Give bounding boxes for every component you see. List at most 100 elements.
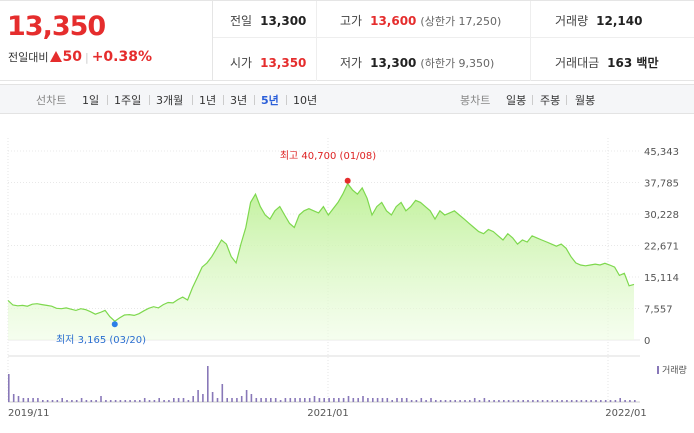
volume-bar bbox=[624, 400, 626, 402]
candle-monthly[interactable]: 월봉 bbox=[575, 94, 596, 107]
period-1d[interactable]: 1일 bbox=[82, 94, 100, 107]
volume-bar bbox=[386, 398, 389, 402]
volume-bar bbox=[367, 398, 369, 402]
volume-bar bbox=[323, 398, 325, 402]
volume-bar bbox=[139, 400, 141, 402]
volume-bar bbox=[541, 400, 544, 402]
volume-bar bbox=[498, 400, 500, 402]
volume-bar bbox=[566, 400, 568, 402]
volume-bar bbox=[27, 398, 29, 402]
volume-bar bbox=[439, 400, 442, 402]
volume-legend-swatch bbox=[657, 366, 659, 374]
volume-bar bbox=[435, 400, 437, 402]
volume-bar bbox=[338, 398, 340, 402]
up-arrow-icon bbox=[50, 51, 63, 62]
volume-bar bbox=[284, 398, 287, 402]
volume-bar bbox=[488, 400, 490, 402]
volume-bar bbox=[22, 398, 25, 402]
volume-bar bbox=[459, 400, 461, 402]
volume-bar bbox=[313, 396, 316, 402]
candle-daily[interactable]: 일봉 bbox=[506, 94, 527, 107]
volume-bar bbox=[197, 390, 199, 402]
volume-bar bbox=[85, 400, 88, 402]
period-1y[interactable]: 1년 bbox=[199, 94, 217, 107]
volume-bar bbox=[405, 398, 408, 402]
volume-bar bbox=[401, 398, 403, 402]
volume-bar bbox=[420, 398, 423, 402]
period-3y[interactable]: 3년 bbox=[230, 94, 248, 107]
volume-bar bbox=[527, 400, 529, 402]
candle-weekly[interactable]: 주봉 bbox=[540, 94, 561, 107]
volume-bar bbox=[517, 400, 520, 402]
volume-bar bbox=[299, 398, 301, 402]
volume-bar bbox=[449, 400, 452, 402]
volume-bar bbox=[100, 396, 102, 402]
volume-bar bbox=[143, 398, 146, 402]
volume-bar bbox=[270, 398, 272, 402]
y-tick-label: 30,228 bbox=[644, 210, 679, 221]
low-price: 저가 13,300 (하한가 9,350) bbox=[340, 56, 495, 70]
volume: 거래량 12,140 bbox=[555, 14, 643, 28]
volume-bar bbox=[362, 396, 364, 402]
volume-bar bbox=[410, 400, 413, 402]
volume-bar bbox=[629, 400, 631, 402]
volume-bar bbox=[221, 384, 224, 402]
volume-bar bbox=[37, 398, 39, 402]
chart-toolbar: 선차트 1일 1주일 3개월 1년 3년 5년 10년 봉차트 일봉 주봉 월봉 bbox=[0, 84, 694, 114]
volume-bar bbox=[381, 398, 384, 402]
candle-chart-label: 봉차트 bbox=[460, 94, 491, 107]
volume-bar bbox=[255, 398, 258, 402]
y-tick-label: 7,557 bbox=[644, 305, 673, 316]
volume-bar bbox=[391, 400, 393, 402]
volume-bar bbox=[609, 400, 612, 402]
period-10y[interactable]: 10년 bbox=[293, 94, 318, 107]
volume-bar bbox=[182, 398, 185, 402]
change-line: 전일대비 50 | +0.38% bbox=[8, 49, 152, 65]
volume-bar bbox=[532, 400, 534, 402]
volume-bar bbox=[192, 396, 194, 402]
volume-bar bbox=[153, 400, 156, 402]
volume-bar bbox=[207, 366, 209, 402]
volume-bar bbox=[507, 400, 510, 402]
volume-bar bbox=[634, 400, 636, 402]
period-3m[interactable]: 3개월 bbox=[156, 94, 184, 107]
row-divider bbox=[213, 37, 694, 38]
volume-bar bbox=[114, 400, 117, 402]
period-5y[interactable]: 5년 bbox=[261, 94, 279, 107]
volume-bar bbox=[95, 400, 97, 402]
volume-bar bbox=[333, 398, 335, 402]
volume-bar bbox=[226, 398, 228, 402]
period-1w[interactable]: 1주일 bbox=[114, 94, 142, 107]
volume-bar bbox=[503, 400, 505, 402]
high-price: 고가 13,600 (상한가 17,250) bbox=[340, 14, 502, 28]
volume-bar bbox=[71, 400, 73, 402]
volume-bar bbox=[279, 400, 282, 402]
volume-bar bbox=[61, 398, 63, 402]
volume-bar bbox=[585, 400, 588, 402]
volume-bar bbox=[570, 400, 573, 402]
quote-summary: 13,350 전일대비 50 | +0.38% 전일 13,300 고가 13,600 (상… bbox=[0, 0, 694, 81]
volume-bar bbox=[561, 400, 563, 402]
y-tick-label: 15,114 bbox=[644, 273, 679, 284]
volume-bar bbox=[318, 398, 321, 402]
volume-bar bbox=[556, 400, 558, 402]
y-tick-label: 22,671 bbox=[644, 242, 679, 253]
volume-bar bbox=[590, 400, 592, 402]
volume-bar bbox=[56, 400, 59, 402]
volume-bar bbox=[148, 400, 151, 402]
volume-legend: 거래량 bbox=[657, 364, 687, 376]
price-line bbox=[7, 182, 635, 322]
volume-bar bbox=[75, 400, 78, 402]
line-chart-label: 선차트 bbox=[36, 94, 67, 107]
trade-value: 거래대금 163 백만 bbox=[555, 56, 659, 70]
volume-bar bbox=[46, 400, 49, 402]
volume-bar bbox=[546, 400, 549, 402]
prev-close: 전일 13,300 bbox=[230, 14, 307, 28]
volume-bar bbox=[522, 400, 524, 402]
volume-bar bbox=[129, 400, 131, 402]
volume-bar bbox=[66, 400, 68, 402]
volume-bar bbox=[415, 400, 418, 402]
y-tick-label: 0 bbox=[644, 336, 650, 347]
volume-bar bbox=[372, 398, 374, 402]
